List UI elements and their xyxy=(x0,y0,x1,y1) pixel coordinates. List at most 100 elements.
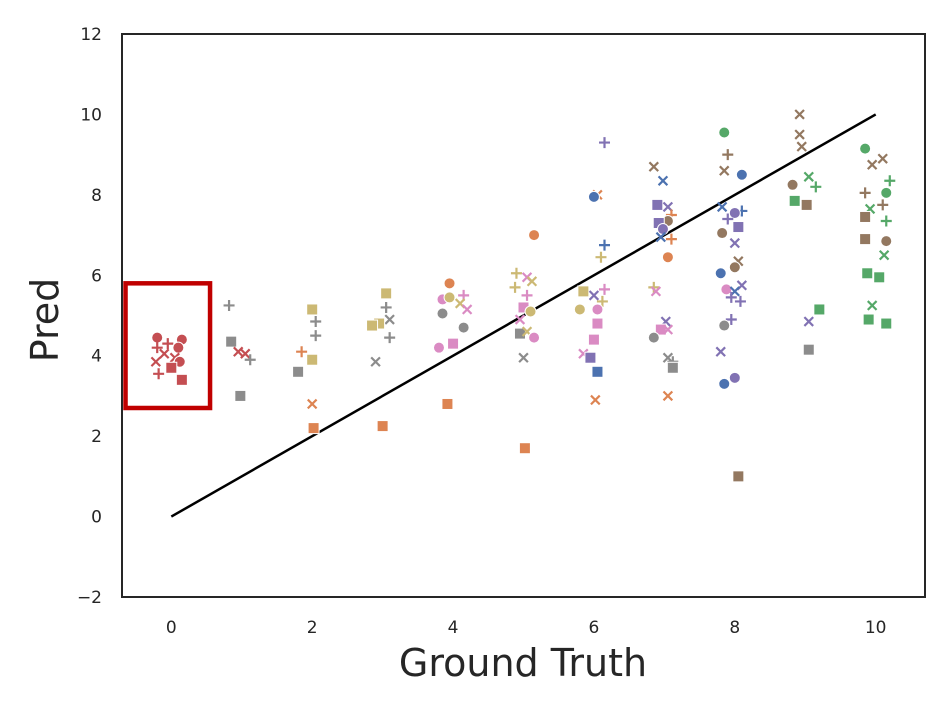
plot-frame xyxy=(121,33,926,598)
point-circle xyxy=(880,235,893,248)
point-x xyxy=(233,346,244,357)
point-circle xyxy=(587,190,600,203)
point-circle xyxy=(786,178,799,191)
scatter-points xyxy=(150,109,896,483)
point-plus xyxy=(310,316,322,328)
point-plus xyxy=(244,354,256,366)
point-x xyxy=(878,250,890,261)
point-plus xyxy=(599,239,611,251)
point-square xyxy=(802,343,815,356)
point-x xyxy=(655,231,667,243)
y-tick-label: 2 xyxy=(91,427,102,447)
point-circle xyxy=(661,251,674,264)
point-x xyxy=(590,394,601,406)
point-circle xyxy=(443,277,456,290)
point-plus xyxy=(162,338,174,350)
x-tick-label: 0 xyxy=(166,618,177,638)
x-tick-label: 10 xyxy=(865,618,887,638)
y-tick-label: 0 xyxy=(91,508,102,528)
point-circle xyxy=(432,341,445,354)
point-circle xyxy=(735,168,748,181)
point-plus xyxy=(877,199,889,211)
point-x xyxy=(803,316,814,327)
point-square xyxy=(732,221,745,234)
point-x xyxy=(588,290,600,301)
point-square xyxy=(518,442,531,455)
point-x xyxy=(514,314,526,325)
point-plus xyxy=(665,233,677,245)
point-square xyxy=(862,313,875,326)
point-square xyxy=(225,335,238,348)
y-tick-label: 4 xyxy=(91,347,102,367)
point-square xyxy=(873,271,886,284)
highlight-box-layer xyxy=(123,281,213,411)
point-square xyxy=(376,420,389,433)
point-square xyxy=(813,303,826,316)
point-plus xyxy=(884,175,896,187)
point-x xyxy=(648,161,659,172)
point-plus xyxy=(223,299,235,311)
y-tick-label: −2 xyxy=(77,588,102,608)
point-square xyxy=(587,333,600,346)
point-square xyxy=(861,267,874,280)
point-x xyxy=(803,171,814,182)
point-square xyxy=(666,361,679,374)
point-x xyxy=(794,129,805,140)
point-circle xyxy=(647,331,660,344)
point-circle xyxy=(718,126,731,139)
x-tick-label: 2 xyxy=(307,618,318,638)
point-circle xyxy=(728,371,741,384)
x-tick-label: 4 xyxy=(448,618,459,638)
point-circle xyxy=(859,142,872,155)
point-circle xyxy=(716,227,729,240)
point-circle xyxy=(528,331,541,344)
point-square xyxy=(306,353,319,366)
point-x xyxy=(384,314,395,325)
point-x xyxy=(796,141,807,152)
y-tick-label: 12 xyxy=(80,25,102,45)
point-circle xyxy=(573,303,586,316)
point-square xyxy=(859,233,872,246)
point-square xyxy=(441,397,454,410)
point-circle xyxy=(443,291,456,304)
point-square xyxy=(591,365,604,378)
point-square xyxy=(165,361,178,374)
point-plus xyxy=(648,281,660,293)
point-square xyxy=(380,287,393,300)
point-x xyxy=(662,390,674,402)
highlight-box xyxy=(123,281,213,411)
point-plus xyxy=(810,181,822,193)
point-square xyxy=(234,389,247,402)
point-plus xyxy=(153,368,165,380)
axis-ticks: 0 2 4 6 8 10 −2 0 2 4 6 8 10 12 xyxy=(77,25,887,638)
point-x xyxy=(866,159,878,170)
point-circle xyxy=(656,223,669,236)
point-x xyxy=(729,237,740,249)
point-x xyxy=(716,201,728,213)
point-circle xyxy=(718,319,731,332)
point-plus xyxy=(510,267,522,279)
point-square xyxy=(307,422,320,435)
point-plus xyxy=(521,289,533,301)
point-x xyxy=(662,324,674,335)
point-x xyxy=(370,356,381,367)
point-circle xyxy=(714,267,727,280)
point-x xyxy=(650,286,662,297)
point-plus xyxy=(380,301,392,313)
point-x xyxy=(719,165,730,176)
point-x xyxy=(307,398,318,410)
point-plus xyxy=(384,332,396,344)
point-square xyxy=(584,351,597,364)
point-plus xyxy=(725,291,737,303)
point-x xyxy=(657,175,669,186)
point-plus xyxy=(734,295,746,307)
point-circle xyxy=(172,341,185,354)
point-plus xyxy=(880,215,892,227)
point-plus xyxy=(725,314,737,326)
point-circle xyxy=(718,377,731,390)
point-square xyxy=(447,337,460,350)
point-x xyxy=(461,304,473,315)
point-square xyxy=(880,317,893,330)
x-tick-label: 6 xyxy=(589,618,600,638)
